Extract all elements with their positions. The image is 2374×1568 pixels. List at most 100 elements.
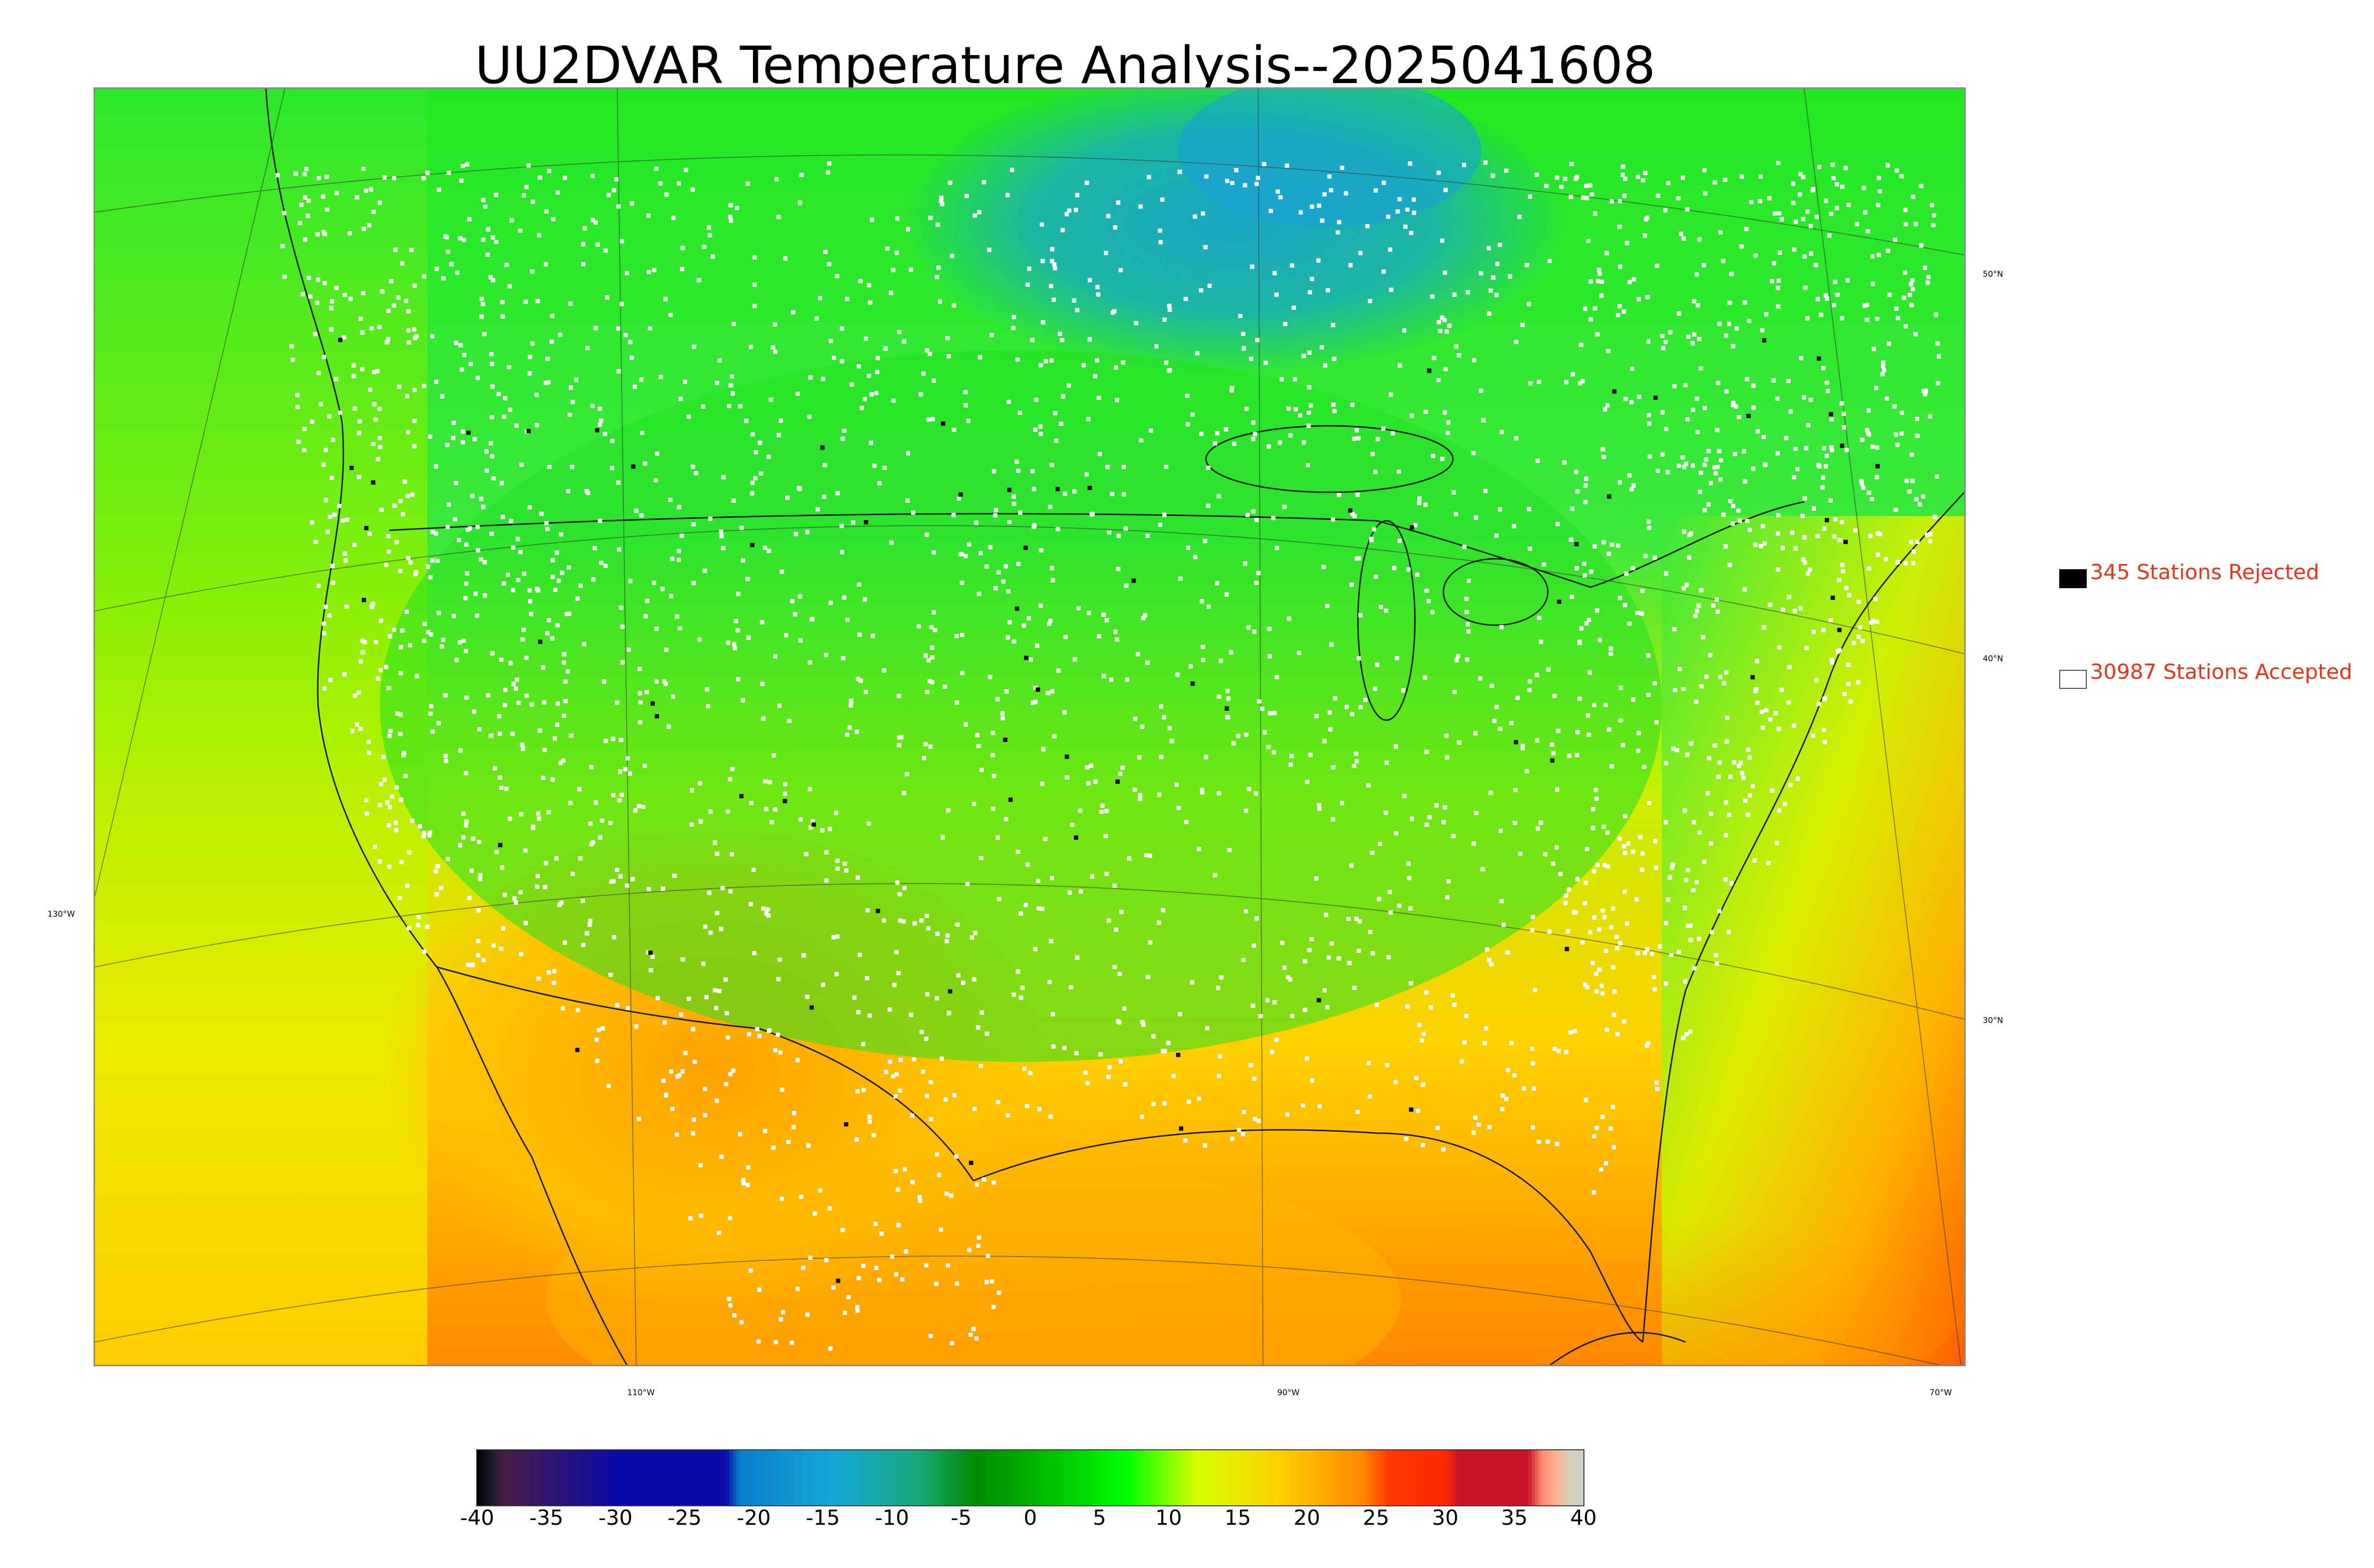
- accepted-station-marker: [731, 498, 736, 503]
- accepted-station-marker: [1706, 502, 1711, 507]
- accepted-station-marker: [1530, 1061, 1535, 1066]
- accepted-station-marker: [1595, 608, 1600, 613]
- accepted-station-marker: [590, 174, 595, 178]
- accepted-station-marker: [1363, 697, 1368, 702]
- accepted-station-marker: [1875, 531, 1880, 535]
- rejected-station-marker: [1830, 595, 1835, 600]
- accepted-station-marker: [507, 365, 511, 369]
- accepted-station-marker: [918, 1199, 923, 1203]
- accepted-station-marker: [1570, 372, 1575, 377]
- accepted-station-marker: [702, 244, 707, 249]
- colorbar-segment: [1348, 1450, 1352, 1505]
- accepted-station-marker: [1424, 822, 1429, 827]
- accepted-station-marker: [310, 419, 314, 424]
- accepted-station-marker: [337, 504, 341, 508]
- accepted-station-marker: [500, 300, 505, 304]
- accepted-station-marker: [1835, 182, 1839, 187]
- accepted-station-marker: [945, 933, 950, 938]
- accepted-station-marker: [1014, 460, 1019, 464]
- rejected-station-marker: [371, 480, 376, 485]
- accepted-station-marker: [1554, 1142, 1559, 1146]
- accepted-station-marker: [1410, 817, 1414, 821]
- accepted-station-marker: [769, 397, 773, 402]
- accepted-station-marker: [588, 919, 593, 923]
- accepted-station-marker: [461, 429, 465, 434]
- accepted-station-marker: [1237, 1127, 1242, 1132]
- accepted-station-marker: [1682, 529, 1686, 534]
- accepted-station-marker: [1595, 863, 1600, 867]
- accepted-station-marker: [405, 430, 410, 434]
- accepted-station-marker: [384, 665, 388, 669]
- accepted-station-marker: [1260, 706, 1265, 711]
- accepted-station-marker: [906, 451, 910, 456]
- colorbar-segment: [1237, 1450, 1242, 1505]
- accepted-station-marker: [724, 1082, 728, 1087]
- accepted-station-marker: [369, 605, 374, 610]
- accepted-station-marker: [1804, 646, 1809, 650]
- accepted-station-marker: [1355, 492, 1360, 497]
- accepted-station-marker: [1612, 989, 1617, 994]
- accepted-station-marker: [728, 203, 733, 207]
- accepted-station-marker: [1730, 521, 1735, 526]
- accepted-station-marker: [429, 704, 433, 709]
- accepted-station-marker: [1611, 965, 1615, 969]
- accepted-station-marker: [387, 864, 392, 869]
- accepted-station-marker: [1290, 1014, 1295, 1018]
- accepted-station-marker: [1512, 524, 1517, 528]
- accepted-station-marker: [1811, 506, 1816, 511]
- colorbar-segment: [1054, 1450, 1058, 1505]
- accepted-station-marker: [821, 982, 825, 987]
- accepted-station-marker: [1629, 487, 1634, 492]
- accepted-station-marker: [1642, 233, 1647, 238]
- accepted-station-marker: [1499, 625, 1504, 629]
- accepted-station-marker: [1282, 505, 1287, 509]
- accepted-station-marker: [618, 769, 622, 774]
- accepted-station-marker: [388, 634, 393, 638]
- accepted-station-marker: [677, 549, 681, 554]
- accepted-station-marker: [1050, 566, 1055, 571]
- colorbar-segment: [864, 1450, 868, 1505]
- accepted-station-marker: [1583, 881, 1588, 885]
- accepted-station-marker: [1452, 690, 1457, 695]
- accepted-station-marker: [1800, 514, 1805, 518]
- accepted-station-marker: [1870, 254, 1875, 259]
- accepted-station-marker: [637, 804, 641, 808]
- accepted-station-marker: [680, 245, 685, 250]
- accepted-station-marker: [1252, 943, 1256, 948]
- accepted-station-marker: [867, 1013, 872, 1018]
- accepted-station-marker: [909, 1013, 914, 1017]
- gulf-coastline: [973, 1129, 1643, 1343]
- accepted-station-marker: [1430, 294, 1435, 299]
- accepted-station-marker: [1112, 309, 1117, 313]
- accepted-station-marker: [855, 1089, 860, 1094]
- accepted-station-marker: [1780, 545, 1785, 550]
- accepted-station-marker: [1300, 1103, 1305, 1108]
- accepted-station-marker: [1036, 906, 1041, 911]
- accepted-station-marker: [1544, 184, 1549, 188]
- accepted-station-marker: [930, 655, 935, 660]
- accepted-station-marker: [1615, 1032, 1620, 1036]
- accepted-station-marker: [839, 524, 844, 528]
- accepted-station-marker: [1358, 705, 1363, 710]
- accepted-station-marker: [1527, 688, 1532, 693]
- accepted-station-marker: [1627, 621, 1632, 626]
- accepted-station-marker: [1349, 582, 1354, 587]
- accepted-station-marker: [1512, 1073, 1517, 1078]
- accepted-station-marker: [680, 1069, 685, 1074]
- accepted-station-marker: [1032, 487, 1036, 491]
- accepted-station-marker: [436, 610, 441, 615]
- accepted-station-marker: [1307, 385, 1311, 390]
- accepted-station-marker: [1584, 621, 1589, 626]
- colorbar-segment: [771, 1450, 775, 1505]
- colorbar-segment: [1061, 1450, 1065, 1505]
- accepted-station-marker: [441, 638, 446, 642]
- accepted-station-marker: [444, 235, 449, 240]
- accepted-station-marker: [1591, 807, 1596, 811]
- accepted-station-marker: [1216, 791, 1221, 796]
- accepted-station-marker: [1724, 333, 1728, 338]
- accepted-station-marker: [526, 163, 531, 168]
- accepted-station-marker: [1481, 418, 1486, 423]
- accepted-station-marker: [904, 1249, 908, 1254]
- accepted-station-marker: [1161, 908, 1166, 912]
- accepted-station-marker: [717, 358, 722, 363]
